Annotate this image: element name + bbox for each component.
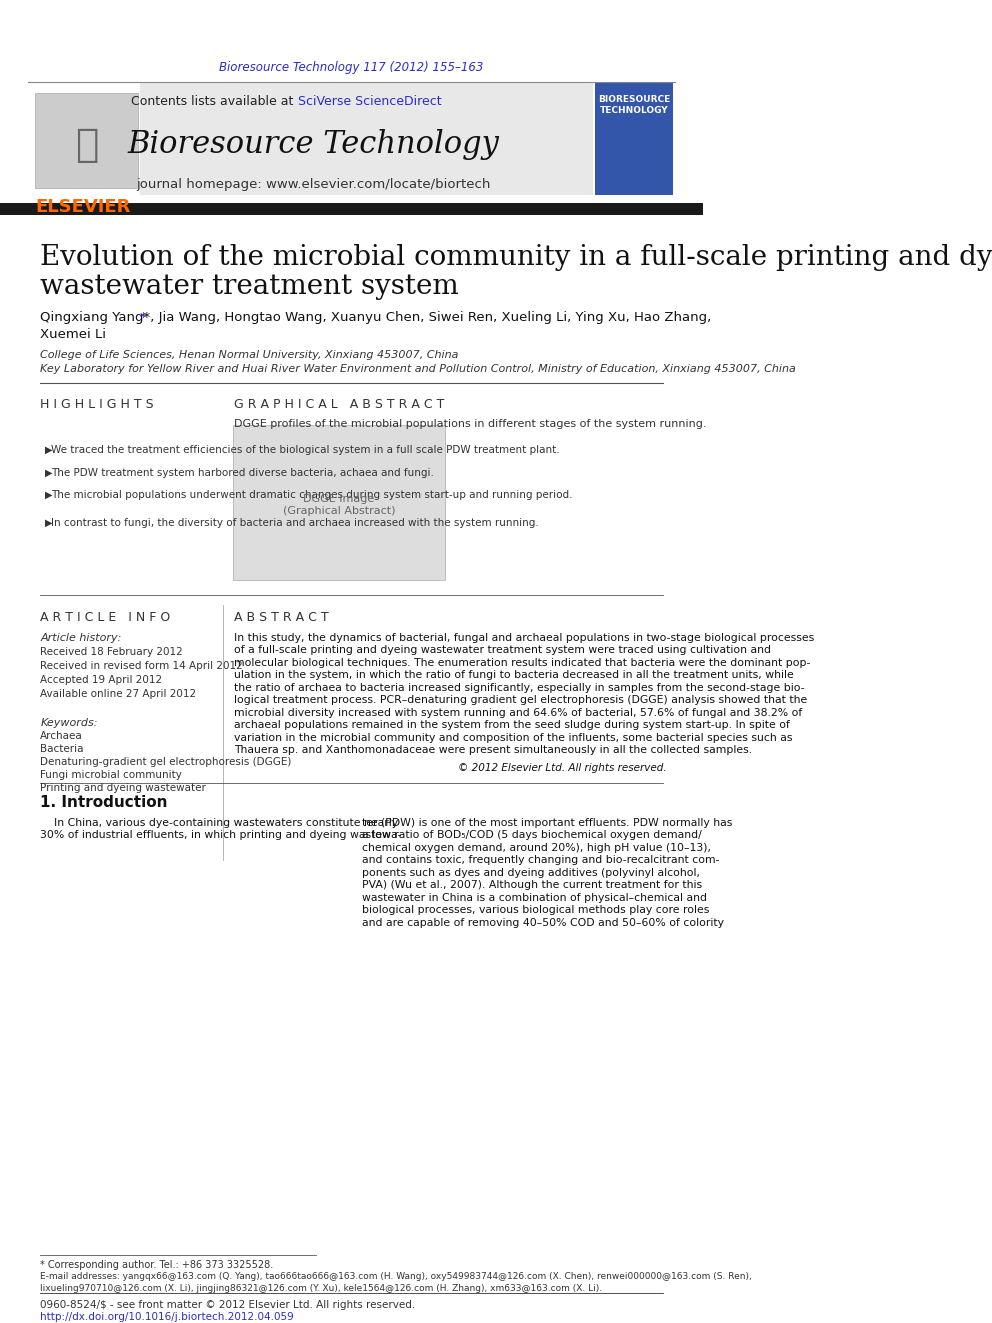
Text: ponents such as dyes and dyeing additives (polyvinyl alcohol,: ponents such as dyes and dyeing additive… xyxy=(361,868,699,877)
Text: © 2012 Elsevier Ltd. All rights reserved.: © 2012 Elsevier Ltd. All rights reserved… xyxy=(457,763,667,773)
Text: * Corresponding author. Tel.: +86 373 3325528.: * Corresponding author. Tel.: +86 373 33… xyxy=(41,1259,274,1270)
Text: ulation in the system, in which the ratio of fungi to bacteria decreased in all : ulation in the system, in which the rati… xyxy=(234,671,794,680)
Text: The microbial populations underwent dramatic changes during system start-up and : The microbial populations underwent dram… xyxy=(51,490,572,500)
Text: A R T I C L E   I N F O: A R T I C L E I N F O xyxy=(41,611,171,624)
Text: 1. Introduction: 1. Introduction xyxy=(41,795,168,810)
Text: We traced the treatment efficiencies of the biological system in a full scale PD: We traced the treatment efficiencies of … xyxy=(51,445,559,455)
Text: Bioresource Technology: Bioresource Technology xyxy=(127,130,499,160)
Bar xyxy=(0,202,703,214)
Text: Archaea: Archaea xyxy=(41,730,83,741)
Text: A B S T R A C T: A B S T R A C T xyxy=(234,611,328,624)
Text: wastewater treatment system: wastewater treatment system xyxy=(41,274,459,300)
Text: http://dx.doi.org/10.1016/j.biortech.2012.04.059: http://dx.doi.org/10.1016/j.biortech.201… xyxy=(41,1311,295,1322)
Text: In this study, the dynamics of bacterial, fungal and archaeal populations in two: In this study, the dynamics of bacterial… xyxy=(234,632,814,643)
Bar xyxy=(595,82,674,194)
Text: ▶: ▶ xyxy=(45,490,53,500)
Text: SciVerse ScienceDirect: SciVerse ScienceDirect xyxy=(298,95,441,108)
Bar xyxy=(36,93,138,188)
Text: journal homepage: www.elsevier.com/locate/biortech: journal homepage: www.elsevier.com/locat… xyxy=(136,179,490,192)
Text: 0960-8524/$ - see front matter © 2012 Elsevier Ltd. All rights reserved.: 0960-8524/$ - see front matter © 2012 El… xyxy=(41,1299,416,1310)
Text: College of Life Sciences, Henan Normal University, Xinxiang 453007, China: College of Life Sciences, Henan Normal U… xyxy=(41,349,459,360)
Text: Available online 27 April 2012: Available online 27 April 2012 xyxy=(41,689,196,699)
Text: a low ratio of BOD₅/COD (5 days biochemical oxygen demand/: a low ratio of BOD₅/COD (5 days biochemi… xyxy=(361,831,701,840)
Text: Accepted 19 April 2012: Accepted 19 April 2012 xyxy=(41,675,163,685)
Text: Printing and dyeing wastewater: Printing and dyeing wastewater xyxy=(41,783,206,792)
Text: Bioresource Technology 117 (2012) 155–163: Bioresource Technology 117 (2012) 155–16… xyxy=(219,61,484,74)
Text: Keywords:: Keywords: xyxy=(41,718,98,728)
Text: H I G H L I G H T S: H I G H L I G H T S xyxy=(41,398,154,411)
Text: ▶: ▶ xyxy=(45,445,53,455)
Text: lixueling970710@126.com (X. Li), jingjing86321@126.com (Y. Xu), kele1564@126.com: lixueling970710@126.com (X. Li), jingjin… xyxy=(41,1285,602,1293)
Text: Received 18 February 2012: Received 18 February 2012 xyxy=(41,647,184,656)
Text: archaeal populations remained in the system from the seed sludge during system s: archaeal populations remained in the sys… xyxy=(234,720,790,730)
Text: ELSEVIER: ELSEVIER xyxy=(36,198,131,216)
Text: Xuemei Li: Xuemei Li xyxy=(41,328,106,341)
Text: of a full-scale printing and dyeing wastewater treatment system were traced usin: of a full-scale printing and dyeing wast… xyxy=(234,646,771,655)
Text: biological processes, various biological methods play core roles: biological processes, various biological… xyxy=(361,905,709,916)
Text: ▶: ▶ xyxy=(45,517,53,528)
Text: E-mail addresses: yangqx66@163.com (Q. Yang), tao666tao666@163.com (H. Wang), ox: E-mail addresses: yangqx66@163.com (Q. Y… xyxy=(41,1273,752,1281)
Text: 🌳: 🌳 xyxy=(74,126,98,164)
Text: microbial diversity increased with system running and 64.6% of bacterial, 57.6% : microbial diversity increased with syste… xyxy=(234,708,803,718)
Text: Article history:: Article history: xyxy=(41,632,122,643)
Text: Contents lists available at: Contents lists available at xyxy=(131,95,298,108)
Text: PVA) (Wu et al., 2007). Although the current treatment for this: PVA) (Wu et al., 2007). Although the cur… xyxy=(361,880,701,890)
Text: and are capable of removing 40–50% COD and 50–60% of colority: and are capable of removing 40–50% COD a… xyxy=(361,918,723,927)
Text: Bacteria: Bacteria xyxy=(41,744,84,754)
Text: Qingxiang Yang*, Jia Wang, Hongtao Wang, Xuanyu Chen, Siwei Ren, Xueling Li, Yin: Qingxiang Yang*, Jia Wang, Hongtao Wang,… xyxy=(41,311,711,324)
Text: ter (PDW) is one of the most important effluents. PDW normally has: ter (PDW) is one of the most important e… xyxy=(361,818,732,828)
Text: and contains toxic, frequently changing and bio-recalcitrant com-: and contains toxic, frequently changing … xyxy=(361,855,719,865)
Text: In China, various dye-containing wastewaters constitute nearly: In China, various dye-containing wastewa… xyxy=(41,818,399,828)
Text: the ratio of archaea to bacteria increased significantly, especially in samples : the ratio of archaea to bacteria increas… xyxy=(234,683,805,693)
Text: variation in the microbial community and composition of the influents, some bact: variation in the microbial community and… xyxy=(234,733,793,742)
Text: chemical oxygen demand, around 20%), high pH value (10–13),: chemical oxygen demand, around 20%), hig… xyxy=(361,843,710,853)
Text: Thauera sp. and Xanthomonadaceae were present simultaneously in all the collecte: Thauera sp. and Xanthomonadaceae were pr… xyxy=(234,745,752,755)
Text: logical treatment process. PCR–denaturing gradient gel electrophoresis (DGGE) an: logical treatment process. PCR–denaturin… xyxy=(234,696,807,705)
Text: DGGE Image
(Graphical Abstract): DGGE Image (Graphical Abstract) xyxy=(283,493,395,516)
Text: Received in revised form 14 April 2012: Received in revised form 14 April 2012 xyxy=(41,660,243,671)
Text: In contrast to fungi, the diversity of bacteria and archaea increased with the s: In contrast to fungi, the diversity of b… xyxy=(51,517,539,528)
Text: Evolution of the microbial community in a full-scale printing and dyeing: Evolution of the microbial community in … xyxy=(41,245,992,271)
Text: ▶: ▶ xyxy=(45,468,53,478)
Text: Key Laboratory for Yellow River and Huai River Water Environment and Pollution C: Key Laboratory for Yellow River and Huai… xyxy=(41,364,797,374)
Text: *: * xyxy=(140,311,147,324)
Bar xyxy=(232,425,445,579)
Text: wastewater in China is a combination of physical–chemical and: wastewater in China is a combination of … xyxy=(361,893,706,902)
Text: BIORESOURCE
TECHNOLOGY: BIORESOURCE TECHNOLOGY xyxy=(598,95,671,115)
Text: Denaturing-gradient gel electrophoresis (DGGE): Denaturing-gradient gel electrophoresis … xyxy=(41,757,292,767)
Text: molecular biological techniques. The enumeration results indicated that bacteria: molecular biological techniques. The enu… xyxy=(234,658,810,668)
FancyBboxPatch shape xyxy=(34,82,593,194)
Bar xyxy=(34,82,140,194)
Text: 30% of industrial effluents, in which printing and dyeing wastewa-: 30% of industrial effluents, in which pr… xyxy=(41,831,402,840)
Text: G R A P H I C A L   A B S T R A C T: G R A P H I C A L A B S T R A C T xyxy=(234,398,444,411)
Text: DGGE profiles of the microbial populations in different stages of the system run: DGGE profiles of the microbial populatio… xyxy=(234,419,706,429)
Text: Fungi microbial community: Fungi microbial community xyxy=(41,770,183,779)
Text: The PDW treatment system harbored diverse bacteria, achaea and fungi.: The PDW treatment system harbored divers… xyxy=(51,468,434,478)
